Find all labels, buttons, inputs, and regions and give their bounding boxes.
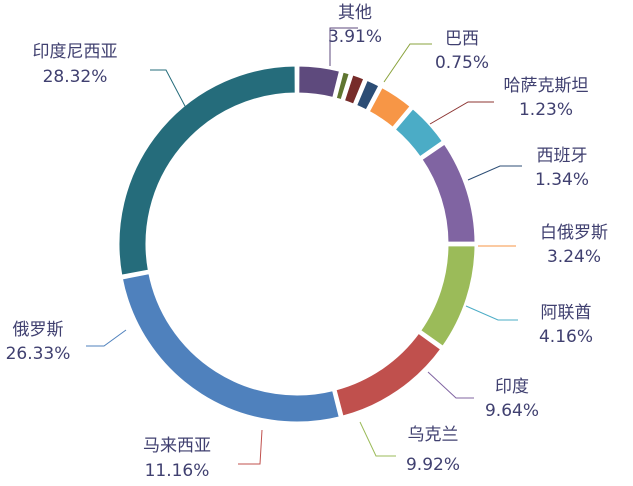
slice-value-7: 9.64% <box>485 401 539 421</box>
slice-10 <box>119 270 343 425</box>
labels-layer: 其他 3.91% 巴西 0.75% 哈萨克斯坦 1.23% 西班牙 1.34% 白俄罗斯 3.24… <box>6 3 608 481</box>
slice-11 <box>116 63 298 279</box>
slice-7 <box>418 140 478 245</box>
slice-label-11: 印度尼西亚 <box>33 42 118 62</box>
slice-value-9: 11.16% <box>145 461 210 481</box>
slice-value-8: 9.92% <box>406 455 460 475</box>
slice-label-2: 巴西 <box>445 29 479 49</box>
slice-1 <box>296 63 343 101</box>
slice-value-4: 1.34% <box>535 170 589 190</box>
slice-value-11: 28.32% <box>43 67 108 87</box>
slice-value-5: 3.24% <box>547 247 601 267</box>
slice-3 <box>341 71 367 108</box>
slice-label-1: 其他 <box>338 3 372 23</box>
leader-line-2 <box>383 43 432 83</box>
leader-line-9 <box>238 429 263 465</box>
slice-label-4: 西班牙 <box>537 146 588 166</box>
leader-line-1 <box>329 27 358 66</box>
leader-line-11 <box>150 69 187 109</box>
leader-line-8 <box>359 421 396 457</box>
leader-line-10 <box>86 329 127 347</box>
slice-value-6: 4.16% <box>539 327 593 347</box>
slice-value-2: 0.75% <box>435 53 489 73</box>
slice-label-7: 印度 <box>495 377 529 397</box>
slice-value-1: 3.91% <box>328 27 382 47</box>
slice-label-9: 马来西亚 <box>143 436 211 456</box>
leader-line-3 <box>429 101 494 125</box>
slice-value-10: 26.33% <box>6 344 71 364</box>
slice-2 <box>333 69 353 103</box>
slice-value-3: 1.23% <box>519 100 573 120</box>
slice-label-5: 白俄罗斯 <box>540 223 608 243</box>
slice-label-8: 乌克兰 <box>408 425 459 445</box>
slice-label-6: 阿联酋 <box>541 303 592 323</box>
leader-line-7 <box>427 371 474 399</box>
slice-label-3: 哈萨克斯坦 <box>504 76 589 96</box>
slice-9 <box>333 329 445 420</box>
leader-line-4 <box>467 165 522 181</box>
slice-label-10: 俄罗斯 <box>13 320 64 340</box>
slice-8 <box>417 243 478 350</box>
leader-line-6 <box>465 305 518 321</box>
leaders-layer <box>86 27 522 465</box>
slice-5 <box>365 84 414 131</box>
slice-6 <box>391 105 446 161</box>
slice-4 <box>353 77 383 114</box>
slices-layer <box>116 63 478 425</box>
